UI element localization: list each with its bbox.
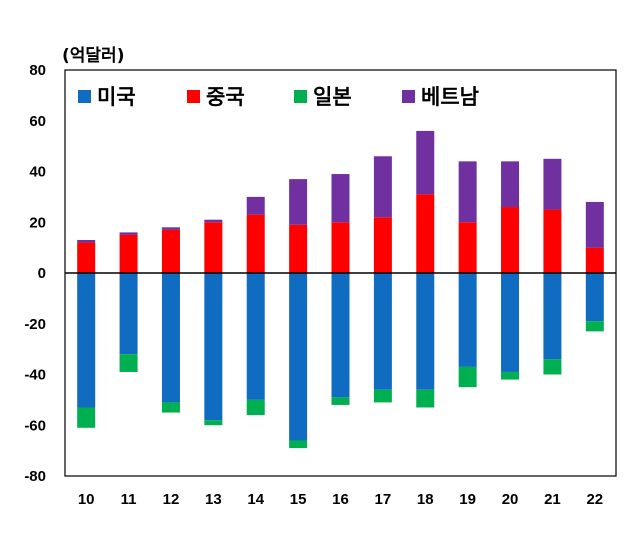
bar-베트남-21 [543,158,562,210]
x-tick-label: 22 [586,491,603,508]
bar-베트남-20 [501,161,520,208]
legend-swatch [402,90,415,103]
bar-미국-21 [543,273,562,360]
bar-미국-12 [161,273,180,403]
bar-중국-14 [246,214,265,273]
bar-베트남-17 [373,156,392,218]
bar-중국-22 [585,247,604,273]
bar-베트남-11 [119,232,138,235]
x-tick-label: 13 [205,491,222,508]
bar-미국-11 [119,273,138,355]
bar-미국-13 [204,273,223,421]
x-tick-label: 15 [290,491,307,508]
bar-미국-18 [416,273,435,390]
axes: 80 60 40 20 0 -20 -40 -60 -80 10 11 12 13 14 15 16 17 18 1… [24,62,617,508]
x-tick-label: 18 [417,491,434,508]
bar-베트남-10 [77,240,96,243]
y-tick-label: -60 [24,417,46,434]
bar-베트남-19 [458,161,477,223]
bar-일본-20 [501,371,520,380]
bar-일본-19 [458,366,477,388]
x-tick-label: 17 [375,491,392,508]
legend-swatch [294,90,307,103]
y-tick-label: 40 [29,164,46,181]
bar-미국-19 [458,273,477,367]
legend-label: 중국 [206,85,245,109]
bar-일본-13 [204,420,223,426]
x-tick-label: 12 [163,491,180,508]
x-tick-label: 20 [502,491,519,508]
bar-중국-19 [458,222,477,273]
bar-일본-22 [585,321,604,332]
unit-label: (억달러) [62,45,124,66]
bar-일본-21 [543,359,562,375]
y-tick-label: 20 [29,214,46,231]
y-tick-label: -40 [24,367,46,384]
bar-중국-15 [289,224,308,273]
bar-중국-18 [416,194,435,273]
bar-일본-16 [331,397,350,405]
x-tick-label: 11 [121,491,137,508]
y-tick-label: 80 [29,62,46,79]
bar-미국-17 [373,273,392,390]
bar-베트남-18 [416,130,435,195]
bar-중국-20 [501,207,520,273]
bar-미국-10 [77,273,96,408]
bar-일본-17 [373,389,392,403]
legend-label: 베트남 [421,85,479,109]
bar-중국-10 [77,242,96,273]
bar-중국-17 [373,217,392,273]
bar-미국-15 [289,273,308,441]
bar-중국-13 [204,222,223,273]
bar-베트남-13 [204,219,223,223]
y-tick-label: -80 [24,468,46,485]
bar-베트남-22 [585,201,604,248]
bar-일본-18 [416,389,435,408]
legend-swatch [78,90,91,103]
x-tick-label: 10 [78,491,95,508]
x-tick-label: 19 [459,491,476,508]
bars [77,130,604,449]
legend-label: 미국 [97,85,136,109]
bar-베트남-12 [161,227,180,230]
legend: 미국 중국 일본 베트남 [78,85,479,109]
x-tick-label: 16 [332,491,349,508]
y-tick-label: 0 [38,265,46,282]
x-tick-label: 21 [544,491,561,508]
bar-미국-22 [585,273,604,322]
y-tick-label: -20 [24,316,46,333]
bar-일본-11 [119,354,138,372]
bar-중국-21 [543,209,562,273]
x-tick-label: 14 [247,491,264,508]
bar-미국-16 [331,273,350,398]
bar-일본-15 [289,440,308,449]
bar-일본-14 [246,399,265,416]
y-tick-label: 60 [29,113,46,130]
bar-미국-20 [501,273,520,372]
bar-중국-12 [161,229,180,273]
bar-베트남-16 [331,174,350,223]
bar-미국-14 [246,273,265,400]
bar-중국-16 [331,222,350,273]
bar-일본-10 [77,407,96,428]
legend-label: 일본 [313,85,352,109]
bar-베트남-14 [246,196,265,215]
bar-일본-12 [161,402,180,413]
bar-중국-11 [119,234,138,273]
legend-swatch [187,90,200,103]
bar-베트남-15 [289,179,308,225]
